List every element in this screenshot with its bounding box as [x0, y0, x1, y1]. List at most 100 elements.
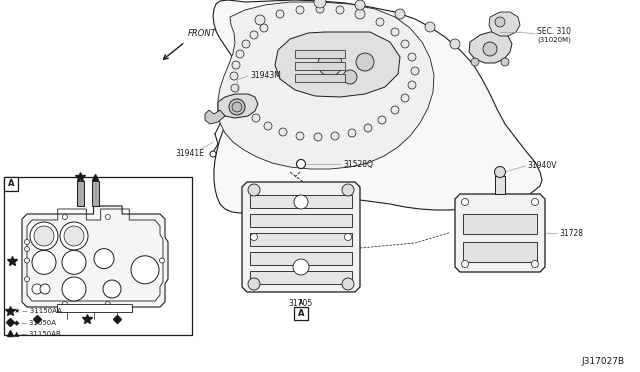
- Bar: [250, 214, 352, 227]
- Circle shape: [248, 278, 260, 290]
- Text: SEC. 310: SEC. 310: [537, 28, 571, 36]
- Text: J317027B: J317027B: [582, 357, 625, 366]
- Circle shape: [391, 28, 399, 36]
- Bar: [250, 252, 352, 265]
- Circle shape: [63, 215, 67, 219]
- Circle shape: [34, 226, 54, 246]
- Circle shape: [461, 260, 468, 267]
- Circle shape: [296, 160, 305, 169]
- Circle shape: [24, 258, 29, 263]
- Circle shape: [264, 122, 272, 130]
- Bar: [463, 214, 537, 234]
- Bar: [250, 233, 352, 246]
- Circle shape: [391, 106, 399, 114]
- Text: ★ -- 31150AA: ★ -- 31150AA: [14, 308, 62, 314]
- Bar: [4, 177, 18, 191]
- Text: 31940V: 31940V: [527, 161, 557, 170]
- Circle shape: [355, 9, 365, 19]
- Polygon shape: [275, 32, 400, 97]
- Circle shape: [255, 15, 265, 25]
- Circle shape: [395, 9, 405, 19]
- Circle shape: [378, 116, 386, 124]
- Text: 31943M: 31943M: [250, 71, 281, 80]
- Text: FRONT: FRONT: [188, 29, 217, 38]
- Circle shape: [32, 284, 42, 294]
- Circle shape: [314, 0, 326, 8]
- Circle shape: [30, 222, 58, 250]
- Circle shape: [231, 84, 239, 92]
- Polygon shape: [455, 194, 545, 272]
- Circle shape: [316, 5, 324, 13]
- Text: ◆ -- 31050A: ◆ -- 31050A: [14, 319, 56, 325]
- Circle shape: [40, 284, 50, 294]
- Circle shape: [60, 222, 88, 250]
- Circle shape: [235, 95, 243, 103]
- Circle shape: [229, 99, 245, 115]
- Circle shape: [276, 10, 284, 18]
- Circle shape: [461, 199, 468, 205]
- Circle shape: [32, 250, 56, 275]
- Circle shape: [376, 18, 384, 26]
- Polygon shape: [213, 0, 542, 213]
- Circle shape: [331, 132, 339, 140]
- Circle shape: [342, 278, 354, 290]
- Circle shape: [24, 277, 29, 282]
- Circle shape: [294, 195, 308, 209]
- Circle shape: [344, 234, 351, 241]
- Polygon shape: [205, 110, 225, 124]
- Circle shape: [411, 67, 419, 75]
- Circle shape: [252, 114, 260, 122]
- Circle shape: [318, 52, 342, 76]
- Circle shape: [248, 184, 260, 196]
- Circle shape: [495, 17, 505, 27]
- Circle shape: [343, 70, 357, 84]
- Circle shape: [408, 81, 416, 89]
- Circle shape: [293, 259, 309, 275]
- Circle shape: [64, 226, 84, 246]
- Bar: [295, 50, 345, 58]
- Circle shape: [471, 58, 479, 66]
- Circle shape: [296, 6, 304, 14]
- Text: 31728: 31728: [559, 228, 583, 237]
- Bar: [463, 242, 537, 262]
- Polygon shape: [469, 32, 512, 63]
- Text: 31941E: 31941E: [175, 150, 204, 158]
- Circle shape: [159, 258, 164, 263]
- Bar: [295, 62, 345, 70]
- Circle shape: [242, 40, 250, 48]
- Circle shape: [62, 250, 86, 275]
- Circle shape: [62, 277, 86, 301]
- Circle shape: [356, 53, 374, 71]
- Circle shape: [242, 105, 250, 113]
- Bar: [495, 176, 505, 194]
- Circle shape: [103, 280, 121, 298]
- Circle shape: [401, 94, 409, 102]
- Bar: [250, 195, 352, 208]
- Text: (31020M): (31020M): [537, 37, 571, 43]
- Text: ▲ -- 31150AB: ▲ -- 31150AB: [14, 330, 61, 336]
- Circle shape: [364, 124, 372, 132]
- Circle shape: [425, 22, 435, 32]
- Circle shape: [250, 31, 258, 39]
- Text: A: A: [8, 180, 14, 189]
- Circle shape: [296, 132, 304, 140]
- Circle shape: [408, 53, 416, 61]
- Circle shape: [501, 58, 509, 66]
- Circle shape: [531, 260, 538, 267]
- Circle shape: [131, 256, 159, 284]
- Text: 31528Q: 31528Q: [343, 160, 373, 169]
- Circle shape: [210, 151, 216, 157]
- Circle shape: [355, 0, 365, 10]
- Polygon shape: [489, 12, 520, 36]
- Bar: [250, 271, 352, 284]
- Circle shape: [94, 248, 114, 269]
- Circle shape: [250, 234, 257, 241]
- Text: 31705: 31705: [289, 299, 313, 308]
- Text: A: A: [298, 309, 304, 318]
- Bar: [77, 181, 84, 206]
- Circle shape: [236, 50, 244, 58]
- Circle shape: [483, 42, 497, 56]
- Bar: [4, 177, 192, 335]
- Circle shape: [63, 301, 67, 307]
- Circle shape: [336, 6, 344, 14]
